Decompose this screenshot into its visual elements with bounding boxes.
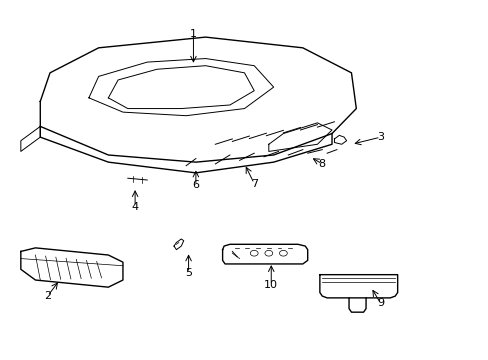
Text: 4: 4 <box>131 202 139 212</box>
Text: 2: 2 <box>44 291 51 301</box>
Text: 8: 8 <box>318 159 325 169</box>
Text: 3: 3 <box>376 132 384 142</box>
Text: 1: 1 <box>189 28 197 39</box>
Text: 7: 7 <box>250 179 257 189</box>
Text: 10: 10 <box>264 280 278 291</box>
Text: 6: 6 <box>192 180 199 190</box>
Text: 9: 9 <box>376 298 384 308</box>
Text: 5: 5 <box>184 268 192 278</box>
